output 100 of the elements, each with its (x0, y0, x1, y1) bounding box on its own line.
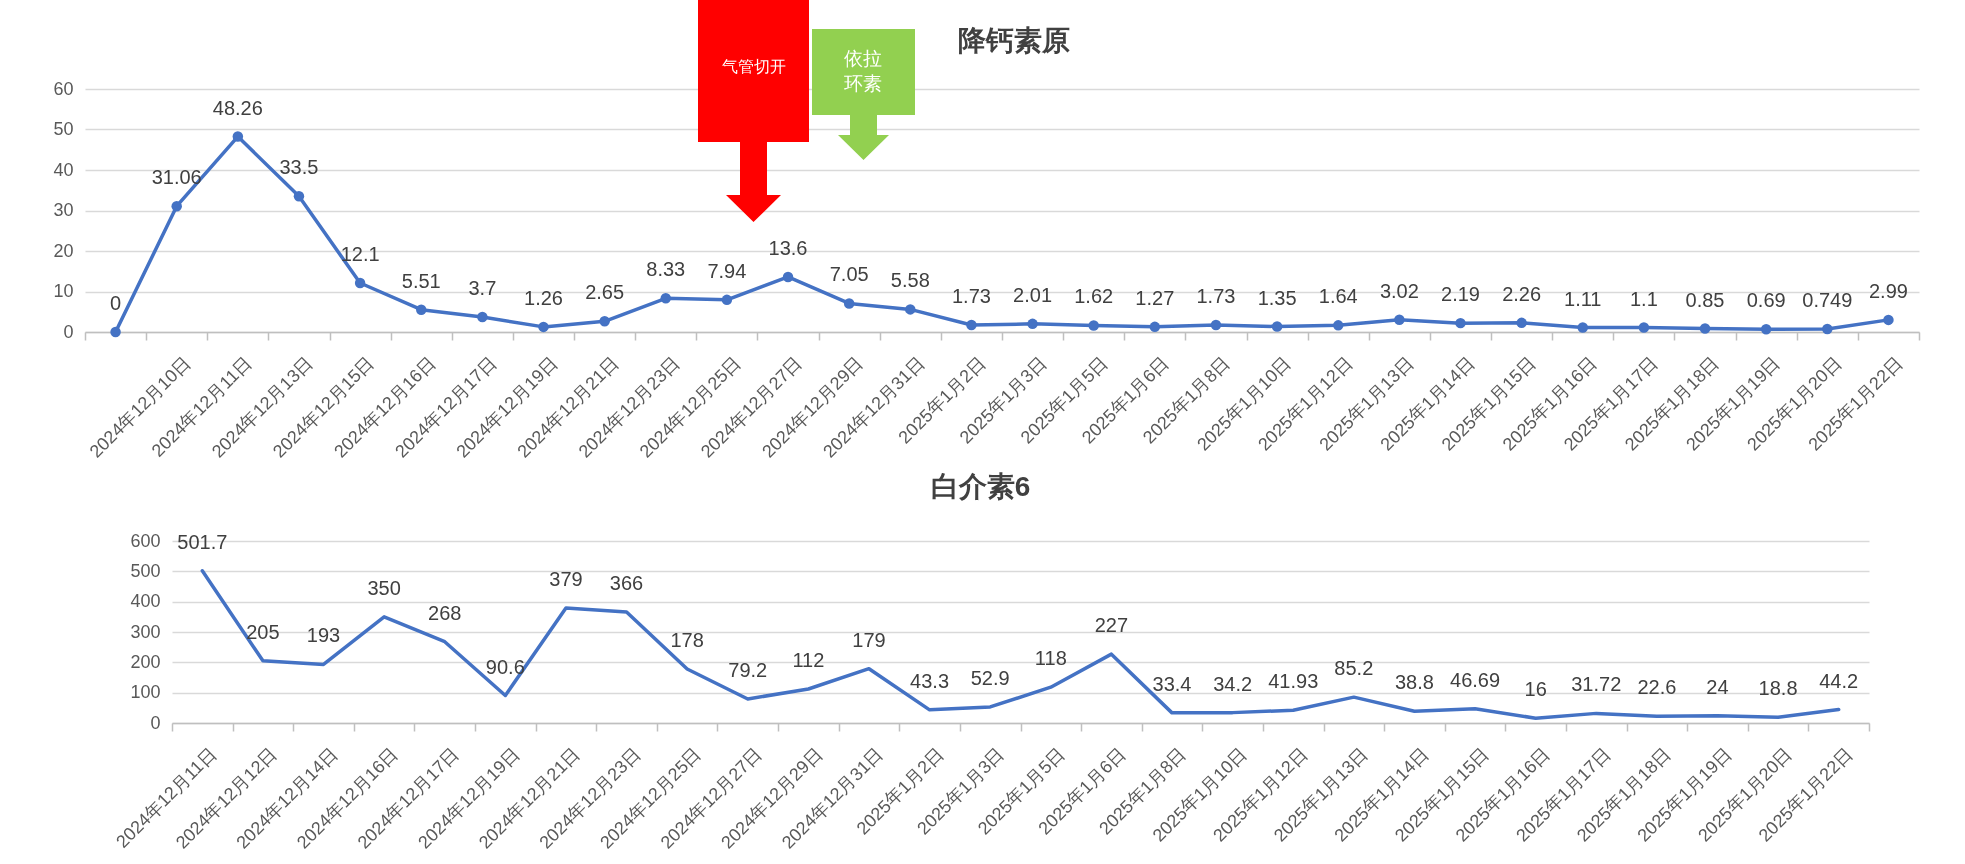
data-label: 379 (549, 568, 583, 591)
y-tick-label: 60 (53, 78, 74, 99)
data-label: 22.6 (1637, 676, 1677, 699)
point (1394, 314, 1405, 325)
point (1088, 320, 1099, 331)
data-label: 501.7 (177, 530, 228, 553)
point (1822, 323, 1833, 335)
data-label: 85.2 (1334, 657, 1374, 680)
data-label: 46.69 (1450, 668, 1501, 691)
point (1516, 317, 1527, 329)
y-tick-label: 400 (130, 591, 161, 612)
point (843, 298, 855, 309)
data-label: 48.26 (212, 96, 263, 119)
data-label: 31.06 (151, 166, 202, 189)
chart-title: 降钙素原 (958, 25, 1070, 56)
point (660, 293, 672, 304)
point (782, 271, 794, 283)
data-label: 8.33 (646, 258, 686, 281)
data-label: 350 (367, 576, 401, 599)
data-label: 268 (428, 601, 462, 624)
data-label: 1.62 (1074, 285, 1114, 308)
data-label: 41.93 (1268, 670, 1319, 693)
point (1699, 323, 1711, 334)
data-label: 366 (609, 571, 644, 594)
data-label: 1.73 (951, 284, 991, 307)
y-tick-label: 0 (63, 321, 74, 342)
data-label: 31.72 (1571, 673, 1622, 696)
point (538, 321, 549, 333)
data-label: 5.51 (401, 269, 441, 292)
text: 气管切开 (721, 56, 786, 77)
point (721, 294, 733, 306)
y-tick-label: 600 (130, 530, 161, 551)
data-label: 1.26 (524, 286, 563, 309)
data-label: 7.94 (707, 259, 747, 282)
chart-title: 白介素6 (930, 471, 1031, 502)
data-label: 118 (1034, 647, 1067, 670)
data-label: 90.6 (485, 655, 525, 678)
data-label: 13.6 (768, 236, 808, 259)
y-tick-label: 0 (150, 712, 161, 733)
data-label: 3.7 (468, 277, 497, 300)
point (1638, 322, 1650, 333)
data-label: 179 (852, 628, 886, 651)
point (1027, 318, 1038, 330)
annotation: 依拉环素 (843, 47, 884, 96)
data-label: 0.69 (1746, 289, 1786, 312)
point (1332, 320, 1344, 331)
y-tick-label: 500 (130, 560, 161, 581)
y-tick-label: 50 (53, 119, 74, 139)
point (1760, 323, 1772, 335)
data-label: 0.85 (1685, 288, 1725, 311)
data-label: 7.05 (829, 263, 869, 286)
y-tick-label: 30 (53, 200, 74, 220)
data-label: 0 (110, 292, 122, 314)
point (966, 319, 977, 331)
data-label: 38.8 (1394, 671, 1434, 694)
data-label: 18.8 (1758, 677, 1798, 700)
data-label: 1.64 (1318, 285, 1358, 308)
data-label: 227 (1094, 614, 1129, 637)
point (110, 326, 121, 338)
data-label: 24 (1706, 675, 1729, 698)
data-label: 0.749 (1802, 288, 1853, 311)
data-label: 1.1 (1629, 287, 1658, 310)
data-label: 33.5 (279, 156, 319, 179)
data-label: 205 (246, 620, 280, 643)
point (354, 277, 366, 289)
point (905, 304, 916, 315)
y-tick-label: 10 (53, 281, 74, 301)
point (415, 304, 427, 315)
data-label: 16 (1524, 678, 1547, 701)
data-label: 178 (670, 629, 704, 652)
data-label: 3.02 (1379, 279, 1419, 302)
data-label: 1.11 (1564, 287, 1602, 310)
data-label: 34.2 (1213, 672, 1253, 695)
data-label: 112 (792, 649, 825, 672)
data-label: 1.27 (1135, 286, 1175, 309)
data-label: 44.2 (1819, 669, 1859, 692)
y-tick-label: 20 (53, 240, 74, 261)
data-label: 2.26 (1502, 282, 1542, 305)
point (293, 191, 305, 202)
data-label: 79.2 (728, 658, 768, 681)
data-label: 33.4 (1152, 672, 1192, 695)
point (599, 316, 610, 327)
y-tick-label: 100 (130, 682, 161, 703)
data-label: 1.35 (1257, 286, 1297, 309)
point (1455, 317, 1466, 329)
data-label: 5.58 (890, 269, 930, 292)
data-label: 2.01 (1013, 283, 1053, 306)
data-label: 2.65 (585, 281, 625, 304)
point (1577, 322, 1589, 333)
y-tick-label: 300 (130, 621, 161, 642)
point (1149, 321, 1161, 333)
point (477, 311, 488, 323)
y-tick-label: 200 (130, 651, 161, 672)
data-label: 52.9 (970, 666, 1010, 689)
data-label: 2.19 (1441, 283, 1480, 306)
point (1210, 319, 1222, 331)
point (1271, 321, 1283, 332)
point (171, 200, 182, 212)
point (1883, 314, 1894, 326)
data-label: 2.99 (1868, 279, 1908, 302)
